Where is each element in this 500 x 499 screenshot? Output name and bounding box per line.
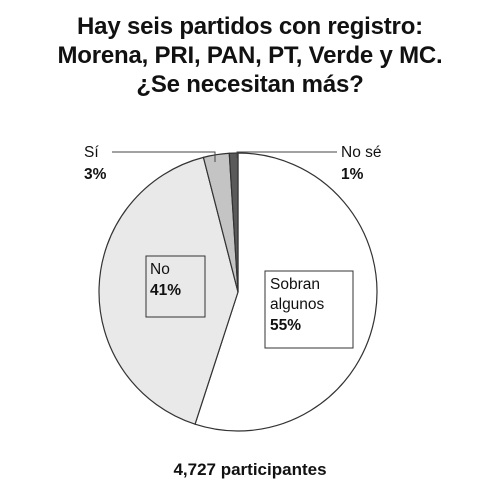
- leader-line-si: [112, 151, 216, 162]
- label-sobran-line1: Sobran: [270, 276, 320, 293]
- label-nose-pct: 1%: [341, 166, 364, 183]
- title-line-1: Hay seis partidos con registro:: [77, 13, 423, 40]
- title-line-2: Morena, PRI, PAN, PT, Verde y MC.: [57, 42, 443, 69]
- label-box-sobran: [264, 270, 354, 349]
- label-sobran-pct: 55%: [270, 317, 301, 334]
- label-sobran-line2: algunos: [270, 296, 325, 313]
- label-si-pct: 3%: [84, 166, 107, 183]
- pie-slice-no-sé: [228, 152, 239, 293]
- title-line-3: ¿Se necesitan más?: [136, 71, 364, 98]
- label-no-name: No: [150, 261, 170, 278]
- leader-line-nose: [236, 151, 337, 158]
- label-nose-name: No sé: [341, 144, 382, 161]
- participants-count: 4,727 participantes: [173, 460, 327, 479]
- label-no-pct: 41%: [150, 282, 181, 299]
- chart-title: Hay seis partidos con registro: Morena, …: [0, 12, 500, 99]
- label-si-name: Sí: [84, 144, 99, 161]
- label-box-no: [145, 255, 206, 318]
